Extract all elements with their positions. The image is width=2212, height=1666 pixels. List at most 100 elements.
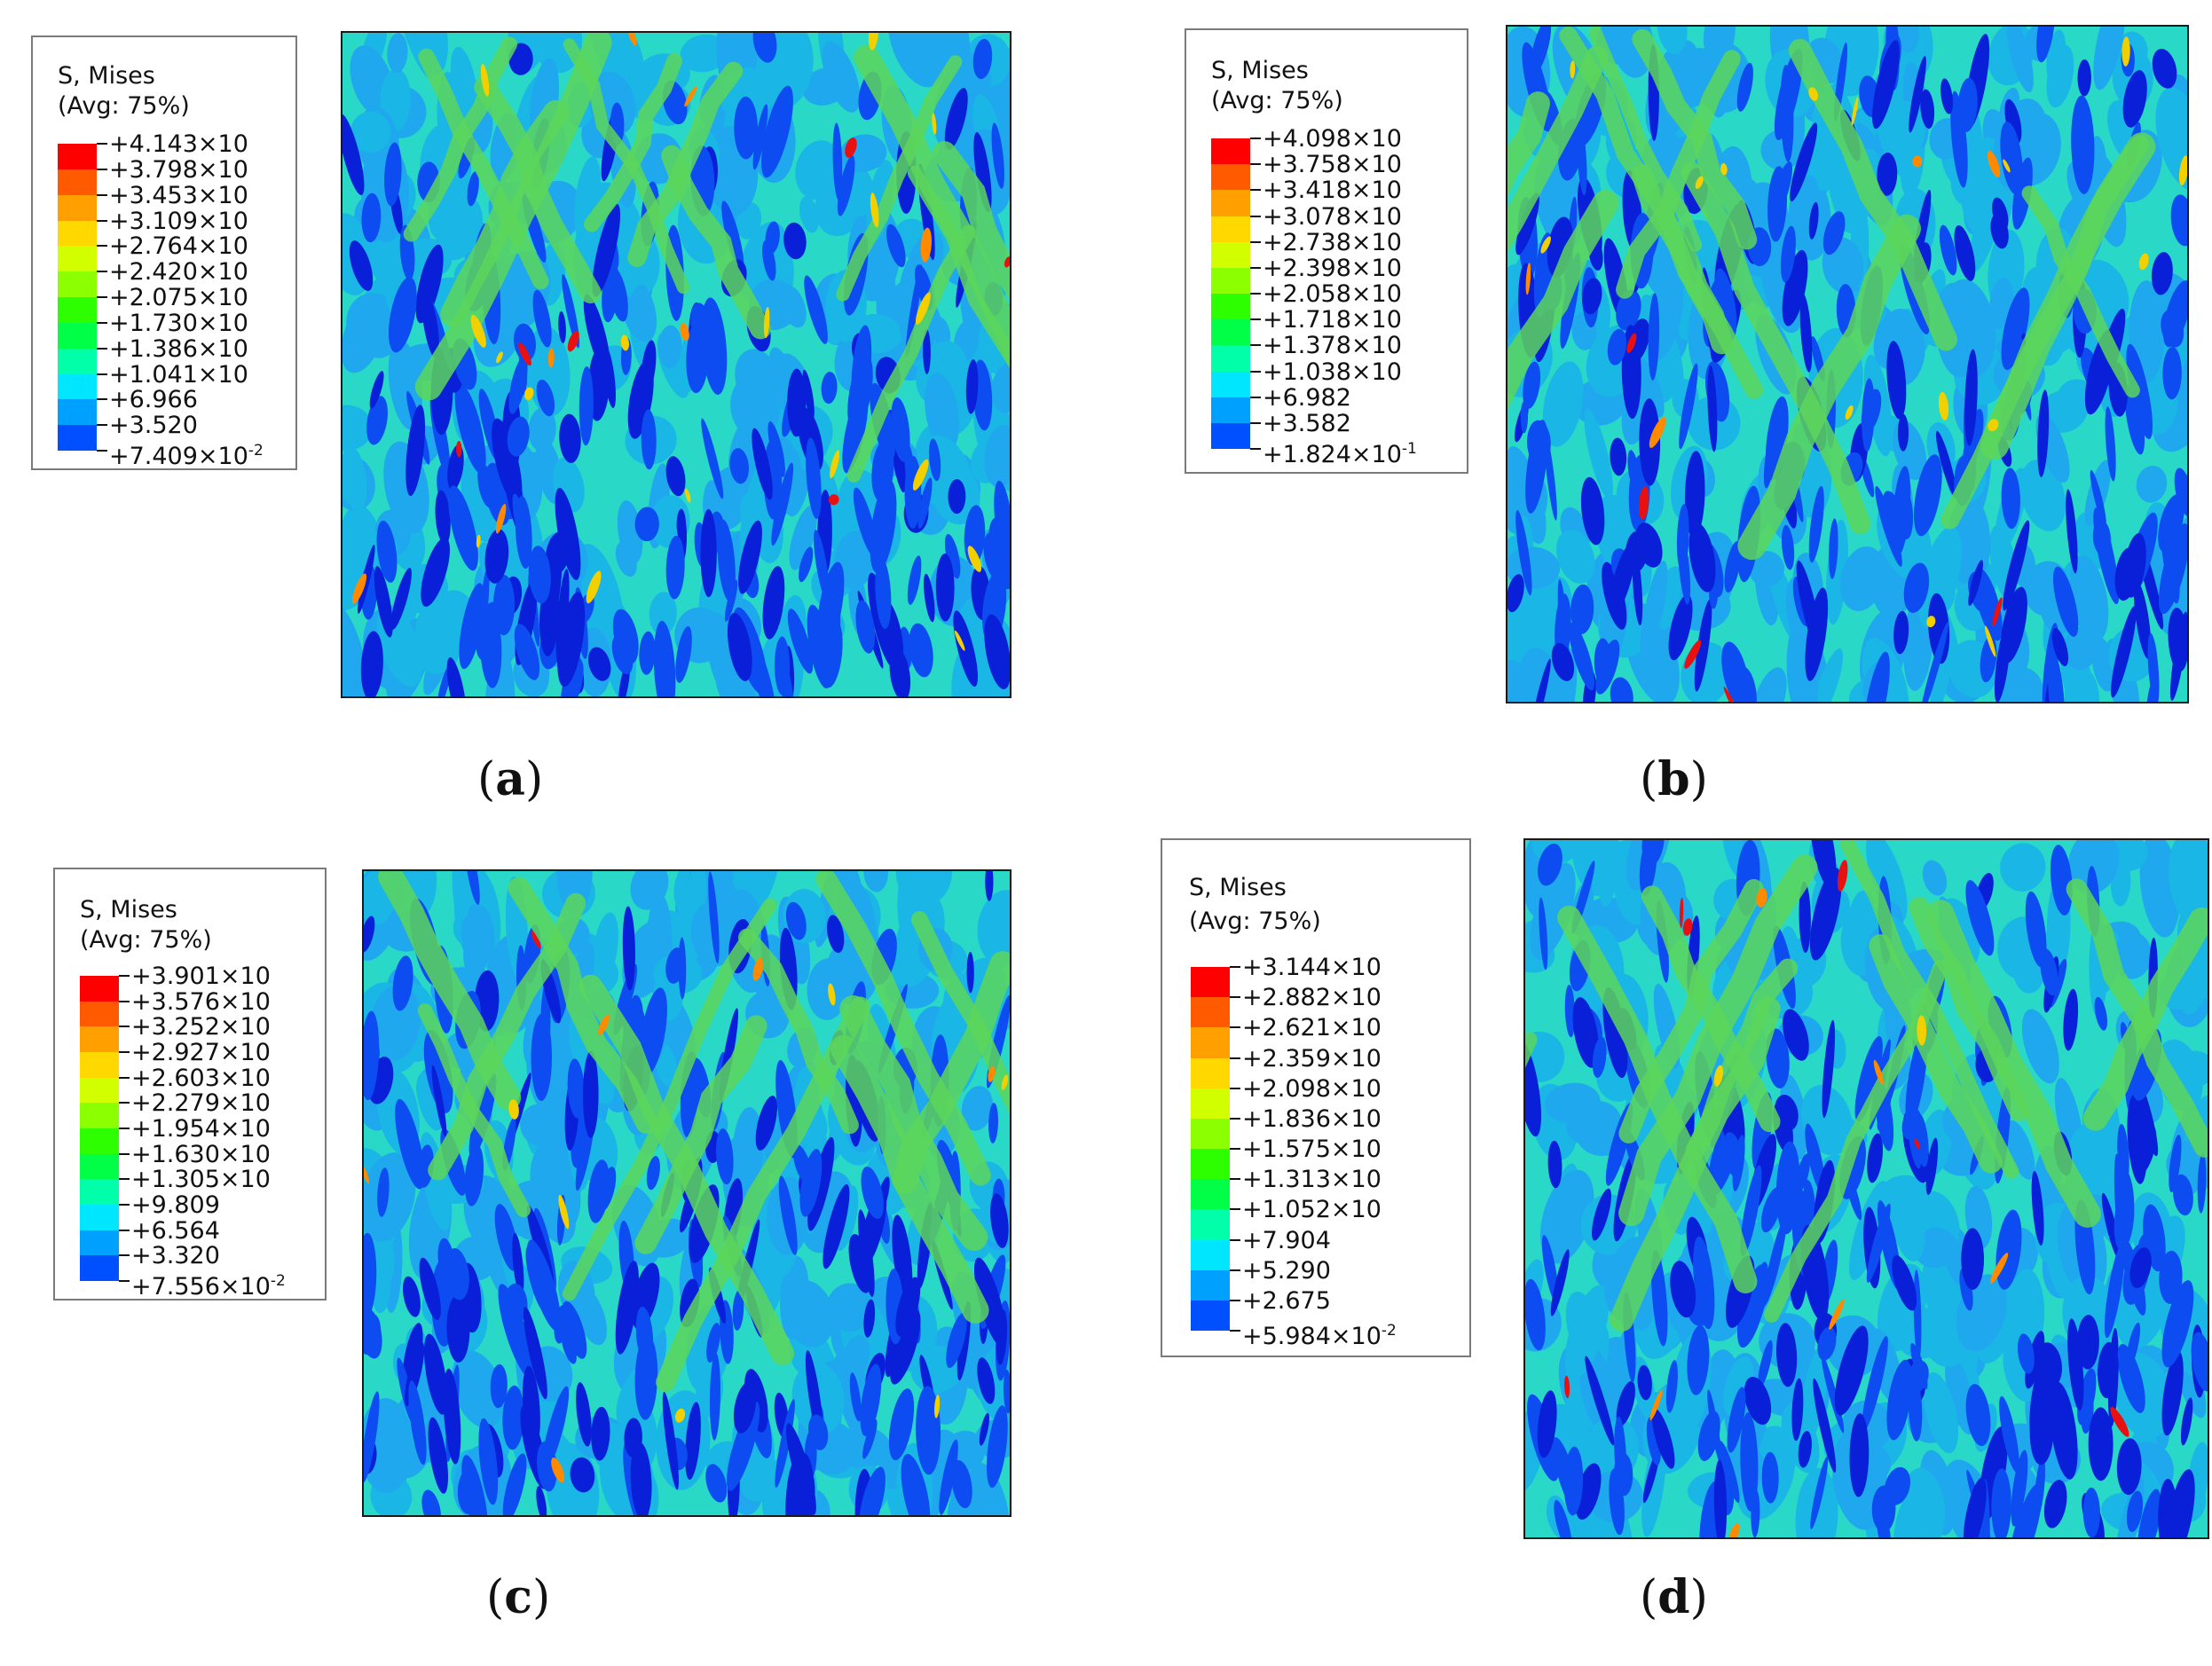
min-stress-region <box>2127 1095 2147 1184</box>
legend-swatch <box>1191 1027 1230 1058</box>
min-stress-region <box>1632 550 1643 626</box>
min-stress-region <box>2071 95 2095 194</box>
min-stress-region <box>526 1239 561 1332</box>
high-stress-spot <box>523 387 534 401</box>
high-stress-spot <box>1720 162 1728 176</box>
low-stress-grain <box>649 592 677 636</box>
shear-band <box>815 871 991 1186</box>
min-stress-region <box>1616 1380 1635 1426</box>
min-stress-region <box>1968 560 1983 606</box>
legend-level-label: +3.901×10 <box>131 963 271 990</box>
low-stress-grain <box>977 890 1010 966</box>
min-stress-region <box>2090 469 2106 528</box>
min-stress-region <box>1529 658 1551 702</box>
high-stress-spot <box>531 931 541 949</box>
low-stress-grain <box>990 362 1010 413</box>
shear-band <box>932 141 1010 300</box>
min-stress-region <box>924 573 935 623</box>
min-stress-region <box>1740 1165 1762 1257</box>
min-stress-region <box>1886 1359 1913 1441</box>
min-stress-region <box>972 38 993 80</box>
min-stress-region <box>1780 225 1796 283</box>
low-stress-grain <box>732 1107 764 1192</box>
min-stress-region <box>738 520 762 594</box>
min-stress-region <box>909 623 933 678</box>
high-stress-spot <box>496 351 503 364</box>
legend-tick <box>1230 1330 1240 1332</box>
legend-tick <box>1250 293 1261 295</box>
legend-tick <box>1230 1299 1240 1301</box>
min-stress-region <box>2036 27 2056 63</box>
min-stress-region <box>2050 1381 2078 1480</box>
min-stress-region <box>787 609 814 674</box>
min-stress-region <box>641 340 657 394</box>
min-stress-region <box>1862 651 1890 702</box>
min-stress-region <box>1872 40 1900 130</box>
min-stress-region <box>608 266 628 322</box>
min-stress-region <box>1871 1485 1896 1533</box>
legend-swatch <box>58 220 97 247</box>
min-stress-region <box>1714 268 1737 340</box>
min-stress-region <box>539 981 551 1071</box>
min-stress-region <box>1651 1250 1668 1347</box>
min-stress-region <box>508 43 533 75</box>
min-stress-region <box>364 1264 377 1335</box>
min-stress-region <box>639 631 656 675</box>
min-stress-region <box>1609 542 1636 616</box>
legend-level-label: +1.052×10 <box>1242 1196 1382 1224</box>
min-stress-region <box>716 1128 734 1185</box>
min-stress-region <box>1607 328 1627 365</box>
legend-level-label: +1.313×10 <box>1242 1166 1382 1194</box>
min-stress-region <box>1990 214 2009 249</box>
min-stress-region <box>1637 1364 1652 1401</box>
min-stress-region <box>2122 70 2147 128</box>
low-stress-grain <box>1507 482 1531 522</box>
legend-swatch <box>80 1255 119 1282</box>
min-stress-region <box>2137 1489 2161 1537</box>
min-stress-region <box>1780 65 1794 162</box>
low-stress-grain <box>799 196 819 233</box>
high-stress-spot <box>1564 1375 1570 1399</box>
min-stress-region <box>583 1050 599 1138</box>
legend-title: S, Mises <box>1211 57 1309 84</box>
min-stress-region <box>1740 1412 1759 1512</box>
min-stress-region <box>1580 476 1605 546</box>
low-stress-grain <box>2019 460 2066 531</box>
min-stress-region <box>555 569 570 665</box>
min-stress-region <box>2000 122 2023 195</box>
legend-subtitle: (Avg: 75%) <box>80 926 212 954</box>
low-stress-grain <box>1924 1371 1959 1454</box>
min-stress-region <box>765 221 780 255</box>
min-stress-region <box>802 369 815 420</box>
min-stress-region <box>587 647 611 681</box>
contour-field-d <box>1525 840 2208 1537</box>
min-stress-region <box>1678 530 1691 605</box>
legend-swatch <box>80 1128 119 1155</box>
high-stress-spot <box>1984 625 1996 657</box>
legend-level-label: +5.290 <box>1242 1256 1331 1285</box>
min-stress-region <box>1523 361 1541 409</box>
high-stress-spot <box>1808 87 1819 101</box>
min-stress-region <box>1991 1468 2011 1537</box>
min-stress-region <box>630 1442 652 1515</box>
legend-subtitle: (Avg: 75%) <box>1211 87 1343 114</box>
min-stress-region <box>799 546 814 583</box>
min-stress-region <box>2161 1280 2194 1368</box>
min-stress-region <box>1961 1228 1985 1290</box>
min-stress-region <box>498 1284 533 1379</box>
legend-tick <box>119 1229 130 1231</box>
min-stress-region <box>1897 413 1909 452</box>
caption-b: (b) <box>1640 752 1708 806</box>
legend-swatch <box>1191 1209 1230 1240</box>
min-stress-region <box>1719 1441 1740 1504</box>
min-stress-region <box>752 428 773 500</box>
legend-swatch <box>1211 190 1250 216</box>
legend-swatch <box>58 322 97 350</box>
color-scale: +4.143×10 +3.798×10 +3.453×10 +3.109×10 +2.7… <box>58 132 264 468</box>
low-stress-grain <box>1507 660 1530 702</box>
low-stress-grain <box>779 284 807 328</box>
legend-tick <box>1250 189 1261 192</box>
shear-band <box>417 1003 531 1218</box>
high-stress-spot <box>915 292 931 325</box>
legend-subtitle: (Avg: 75%) <box>58 92 190 120</box>
